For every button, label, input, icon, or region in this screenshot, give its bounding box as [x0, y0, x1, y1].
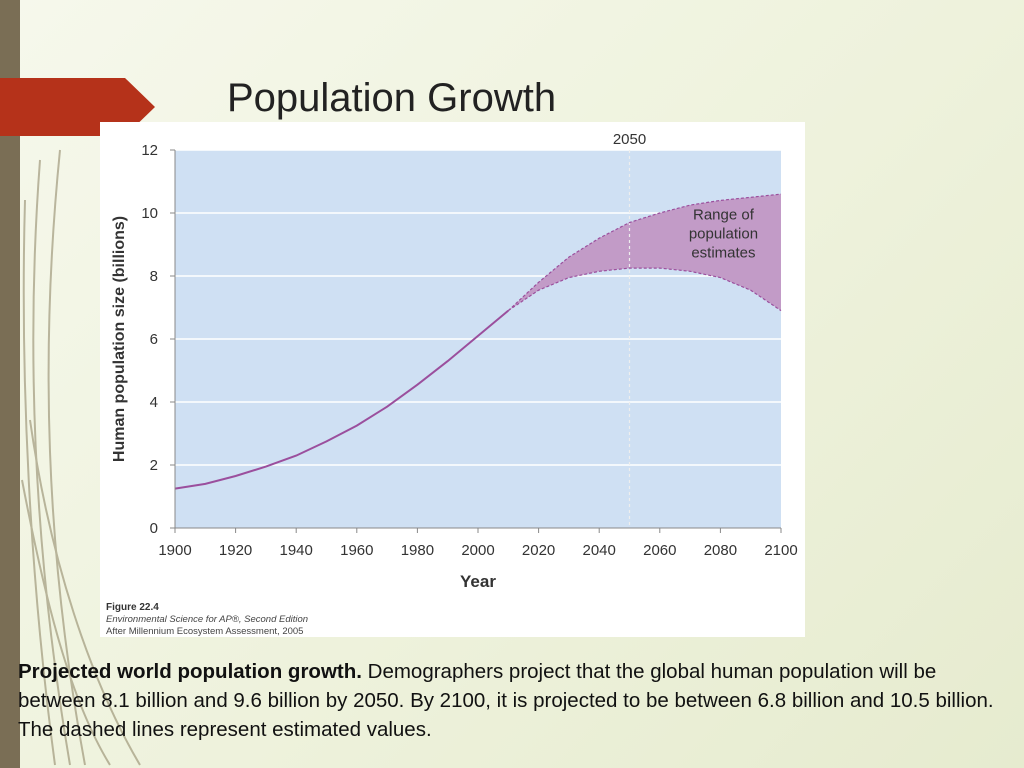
x-tick-label: 2100 [764, 542, 797, 559]
x-tick-label: 1940 [280, 542, 313, 559]
x-tick-label: 2000 [461, 542, 494, 559]
y-axis-title: Human population size (billions) [111, 216, 128, 462]
left-decorative-bar [0, 0, 20, 768]
y-tick-labels: 0 2 4 6 8 10 12 [141, 142, 175, 537]
x-tick-label: 2040 [583, 542, 616, 559]
figure-source-line-2: After Millennium Ecosystem Assessment, 2… [106, 626, 303, 637]
figure-source-line-1: Environmental Science for AP®, Second Ed… [106, 614, 308, 625]
y-tick-label: 10 [141, 205, 158, 222]
x-tick-label: 2060 [643, 542, 676, 559]
x-tick-label: 2020 [522, 542, 555, 559]
caption-text: Demographers project that the global hum… [18, 660, 994, 741]
series-upper-estimate [507, 193, 782, 312]
y-tick-label: 12 [141, 142, 158, 159]
x-tick-labels: 1900 1920 1940 1960 1980 2000 2020 2040 2060 2080… [158, 528, 798, 559]
x-tick-label: 2080 [704, 542, 737, 559]
range-of-estimates-area [508, 194, 781, 311]
decorative-stems [21, 149, 141, 766]
annotation-line: estimates [691, 244, 755, 261]
x-axis-title: Year [460, 572, 496, 591]
x-tick-label: 1980 [401, 542, 434, 559]
slide-title: Population Growth [227, 76, 557, 120]
y-tick-label: 6 [150, 331, 158, 348]
x-tick-label: 1900 [158, 542, 191, 559]
caption-bold: Projected world population growth. [18, 660, 362, 683]
y-tick-label: 2 [150, 457, 158, 474]
population-chart: 0 2 4 6 8 10 12 1900 1920 1940 1960 1980 2000 2020 20… [106, 131, 798, 637]
stem-line [21, 479, 111, 766]
caption: Projected world population growth. Demog… [18, 657, 1008, 744]
stem-line [22, 199, 56, 766]
y-tick-label: 0 [150, 520, 158, 537]
figure-panel: 0 2 4 6 8 10 12 1900 1920 1940 1960 1980 2000 2020 20… [100, 122, 805, 637]
x-tick-label: 1960 [340, 542, 373, 559]
annotation-line: Range of [693, 206, 755, 223]
series-historical-population [174, 309, 509, 490]
range-annotation: Range of population estimates [689, 206, 758, 261]
series-lines [174, 193, 782, 490]
series-lower-estimate [507, 267, 782, 312]
stem-line [29, 419, 141, 766]
y-tick-label: 8 [150, 268, 158, 285]
y-tick-label: 4 [150, 394, 158, 411]
annotation-line: population [689, 225, 758, 242]
figure-label: Figure 22.4 [106, 602, 159, 613]
x-tick-label: 1920 [219, 542, 252, 559]
marker-label: 2050 [613, 131, 646, 148]
